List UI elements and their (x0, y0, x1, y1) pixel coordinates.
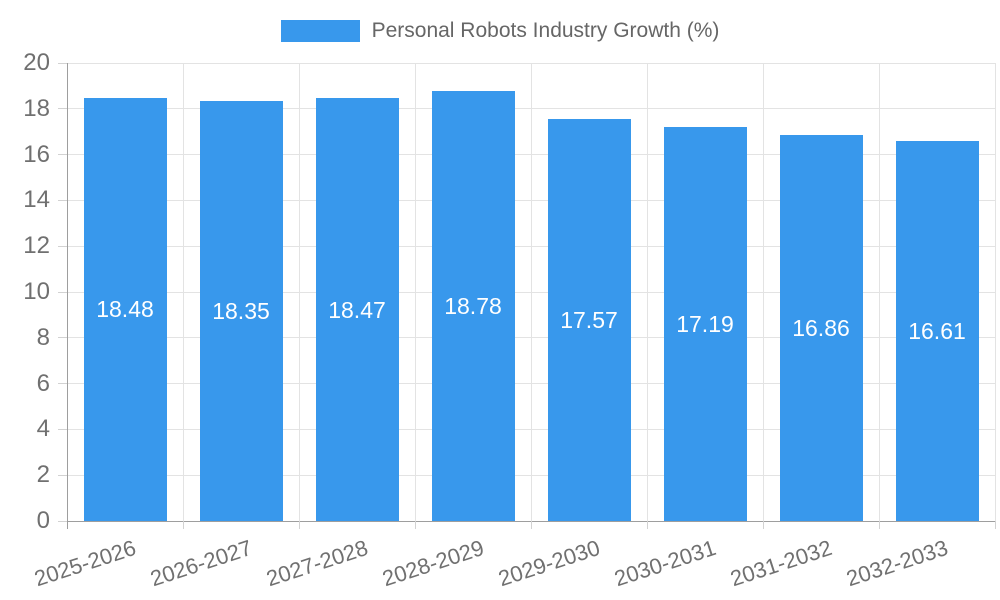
y-tick-mark (58, 199, 67, 201)
y-tick-label: 12 (23, 232, 50, 260)
x-tick-label: 2025-2026 (30, 535, 139, 592)
bar-value-label: 17.57 (560, 306, 618, 333)
x-gridline (762, 63, 764, 521)
bar[interactable] (199, 100, 283, 521)
x-tick-label: 2026-2027 (146, 535, 255, 592)
y-axis-line (66, 63, 68, 529)
y-tick-label: 4 (36, 415, 50, 443)
y-tick-mark (58, 474, 67, 476)
y-tick-mark (58, 383, 67, 385)
bar-value-label: 18.48 (96, 296, 154, 323)
bar[interactable] (83, 97, 167, 521)
x-gridline (994, 63, 996, 521)
legend: Personal Robots Industry Growth (%) (0, 18, 1000, 44)
y-tick-mark (58, 108, 67, 110)
y-tick-mark (58, 291, 67, 293)
y-tick-label: 16 (23, 140, 50, 168)
y-tick-label: 8 (36, 323, 50, 351)
legend-swatch-icon (280, 20, 360, 42)
bar[interactable] (779, 134, 863, 521)
y-tick-label: 10 (23, 278, 50, 305)
x-tick-label: 2029-2030 (494, 535, 603, 592)
bar[interactable] (431, 90, 515, 521)
y-tick-mark (58, 337, 67, 339)
x-tick-mark (994, 521, 996, 529)
y-tick-label: 14 (23, 186, 50, 214)
x-tick-label: 2031-2032 (726, 535, 835, 592)
bar[interactable] (547, 118, 631, 521)
x-gridline (298, 63, 300, 521)
y-tick-mark (58, 245, 67, 247)
x-tick-mark (298, 521, 300, 529)
x-gridline (646, 63, 648, 521)
x-tick-mark (414, 521, 416, 529)
y-tick-label: 2 (36, 461, 50, 489)
bar-value-label: 18.78 (444, 292, 502, 319)
bar[interactable] (663, 127, 747, 521)
y-tick-mark (58, 154, 67, 156)
y-tick-label: 0 (36, 507, 50, 534)
bar-value-label: 18.47 (328, 296, 386, 323)
x-tick-mark (762, 521, 764, 529)
x-gridline (530, 63, 532, 521)
bar-value-label: 16.86 (792, 314, 850, 341)
y-tick-mark (58, 520, 67, 522)
x-gridline (878, 63, 880, 521)
legend-label: Personal Robots Industry Growth (%) (371, 19, 720, 42)
legend-item[interactable]: Personal Robots Industry Growth (%) (280, 18, 720, 44)
bar-value-label: 17.19 (676, 311, 734, 338)
x-tick-label: 2027-2028 (262, 535, 371, 592)
x-tick-label: 2032-2033 (842, 535, 951, 592)
x-tick-mark (530, 521, 532, 529)
bar-value-label: 16.61 (908, 317, 966, 344)
bar-value-label: 18.35 (212, 297, 270, 324)
x-gridline (414, 63, 416, 521)
bar[interactable] (895, 140, 979, 521)
y-tick-mark (58, 62, 67, 64)
x-tick-mark (182, 521, 184, 529)
y-tick-label: 18 (23, 94, 50, 122)
y-tick-label: 20 (23, 49, 50, 76)
bar[interactable] (315, 98, 399, 521)
x-gridline (182, 63, 184, 521)
y-tick-mark (58, 428, 67, 430)
x-tick-mark (646, 521, 648, 529)
x-tick-label: 2030-2031 (610, 535, 719, 592)
x-tick-mark (878, 521, 880, 529)
y-tick-label: 6 (36, 369, 50, 397)
x-tick-label: 2028-2029 (378, 535, 487, 592)
